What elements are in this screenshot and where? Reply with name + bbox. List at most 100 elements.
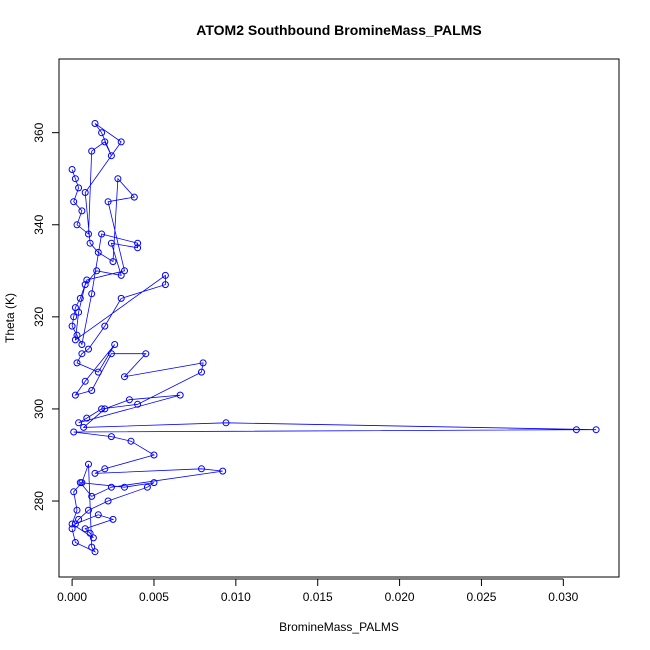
- data-point: [85, 506, 92, 514]
- data-point: [117, 294, 125, 302]
- data-point: [85, 345, 92, 353]
- data-point: [83, 276, 91, 284]
- data-point: [75, 419, 83, 427]
- data-point: [86, 529, 94, 537]
- data-point: [81, 525, 89, 533]
- data-point: [70, 198, 78, 206]
- data-point: [78, 350, 86, 358]
- data-point: [81, 377, 89, 385]
- data-point: [104, 497, 112, 505]
- data-point: [109, 258, 117, 266]
- data-point: [101, 138, 109, 146]
- data-point: [83, 414, 91, 422]
- data-point: [89, 534, 97, 542]
- data-point: [134, 244, 142, 252]
- data-point: [107, 152, 115, 160]
- data-point: [134, 400, 142, 408]
- data-point: [71, 304, 79, 312]
- data-point: [85, 460, 92, 468]
- data-point: [91, 469, 99, 477]
- y-tick-label: 360: [32, 122, 46, 142]
- y-tick-label: 340: [32, 214, 46, 234]
- x-tick-label: 0.025: [466, 590, 496, 604]
- data-point: [117, 138, 125, 146]
- data-point: [75, 515, 83, 523]
- data-point: [107, 433, 115, 441]
- x-tick-label: 0.020: [385, 590, 415, 604]
- data-point: [572, 426, 580, 434]
- x-tick-label: 0.010: [221, 590, 251, 604]
- data-point: [68, 166, 76, 173]
- data-point: [111, 341, 119, 348]
- data-point: [94, 368, 102, 376]
- data-point: [85, 230, 92, 238]
- data-point: [161, 271, 169, 279]
- data-point: [70, 428, 78, 436]
- data-point: [114, 175, 122, 183]
- data-point: [94, 248, 102, 256]
- data-point: [78, 207, 86, 215]
- data-point: [198, 465, 205, 473]
- x-axis: 0.000 0.005 0.010 0.015 0.020 0.025 0.030: [57, 578, 579, 604]
- data-point: [91, 548, 99, 556]
- chart-title: ATOM2 Southbound BromineMass_PALMS: [196, 22, 481, 38]
- data-point: [143, 483, 151, 491]
- data-point: [98, 129, 106, 137]
- data-point: [98, 230, 106, 238]
- data-point: [81, 281, 89, 289]
- data-point: [98, 405, 106, 413]
- data-point: [88, 387, 96, 394]
- data-point: [161, 281, 169, 289]
- data-point: [73, 331, 81, 339]
- y-tick-label: 300: [32, 399, 46, 419]
- data-point: [68, 525, 76, 533]
- data-point: [78, 479, 86, 487]
- x-axis-label: BromineMass_PALMS: [279, 620, 399, 634]
- data-point: [88, 543, 96, 551]
- data-point: [80, 423, 88, 431]
- data-point: [71, 391, 79, 399]
- data-point: [101, 465, 109, 473]
- data-point: [91, 120, 99, 127]
- data-point: [127, 437, 135, 445]
- data-point: [222, 419, 230, 427]
- data-point: [68, 322, 76, 330]
- y-tick-label: 320: [32, 307, 46, 327]
- data-point: [176, 391, 184, 399]
- data-point: [73, 506, 81, 514]
- data-point: [592, 426, 600, 434]
- data-point: [219, 467, 227, 475]
- data-point: [121, 267, 128, 275]
- data-point: [73, 359, 81, 367]
- y-tick-label: 280: [32, 491, 46, 511]
- data-point: [104, 198, 112, 206]
- data-point: [75, 184, 83, 192]
- data-point: [88, 492, 96, 500]
- data-point: [199, 359, 207, 367]
- data-point: [101, 405, 109, 413]
- data-point: [150, 451, 158, 459]
- data-point: [125, 396, 133, 404]
- data-point: [121, 483, 128, 491]
- series-line: [71, 123, 597, 553]
- data-point: [70, 313, 78, 321]
- data-point: [130, 193, 138, 201]
- x-tick-label: 0.030: [548, 590, 578, 604]
- data-point: [88, 290, 96, 298]
- data-point: [117, 271, 125, 279]
- data-point: [107, 239, 115, 247]
- data-point: [93, 267, 101, 275]
- data-point: [71, 175, 79, 183]
- x-tick-label: 0.015: [303, 590, 333, 604]
- data-point: [76, 294, 84, 302]
- data-point: [70, 488, 78, 496]
- data-point: [71, 520, 79, 528]
- x-tick-label: 0.005: [139, 590, 169, 604]
- data-layer: [68, 120, 600, 556]
- data-point: [94, 511, 102, 519]
- data-point: [71, 539, 79, 546]
- data-point: [142, 350, 150, 358]
- data-point: [71, 336, 79, 344]
- data-point: [86, 239, 94, 247]
